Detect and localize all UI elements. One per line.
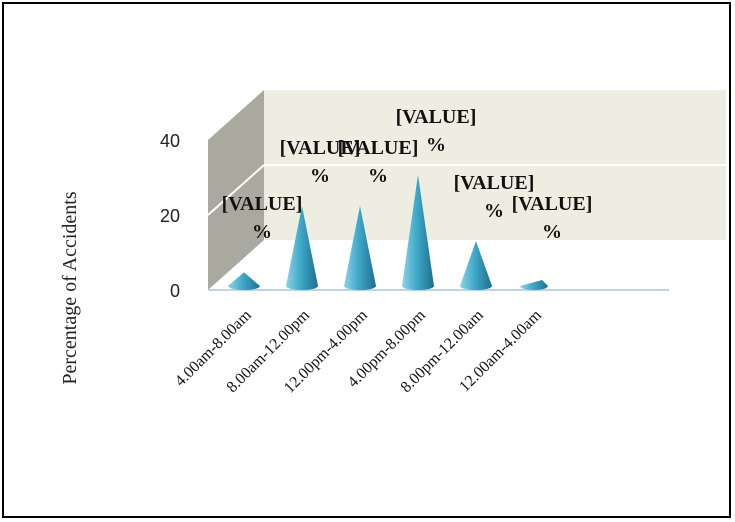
data-labels: [VALUE] %[VALUE] %[VALUE] %[VALUE] %[VALUE]%… bbox=[222, 106, 593, 243]
y-axis-label: Percentage of Accidents bbox=[59, 191, 81, 384]
data-label: [VALUE]% bbox=[222, 193, 303, 243]
data-label: [VALUE]% bbox=[280, 137, 361, 187]
cone-bar bbox=[520, 280, 548, 290]
cone-body bbox=[520, 280, 548, 290]
y-tick-label: 40 bbox=[160, 131, 180, 151]
gridline-side bbox=[207, 164, 265, 216]
cone-bar bbox=[228, 272, 260, 290]
data-label: [VALUE]% bbox=[512, 193, 593, 243]
cone-bar bbox=[460, 241, 492, 290]
cone-body bbox=[228, 272, 260, 290]
cone-body bbox=[402, 174, 434, 290]
data-label: [VALUE]% bbox=[338, 137, 419, 187]
cone-bar bbox=[402, 174, 434, 290]
y-axis-ticks: 0 20 40 bbox=[160, 131, 180, 301]
data-label: [VALUE]% bbox=[396, 106, 477, 156]
y-tick-label: 20 bbox=[160, 206, 180, 226]
gridlines bbox=[207, 164, 726, 216]
x-axis-categories: 4.00am-8.00am8.00am-12.00pm12.00pm-4.00p… bbox=[172, 306, 545, 396]
cone-body bbox=[286, 206, 318, 290]
cone-bar bbox=[344, 206, 376, 290]
cone-bar bbox=[286, 206, 318, 290]
cone-body bbox=[460, 241, 492, 290]
y-tick-label: 0 bbox=[170, 281, 180, 301]
cone-series bbox=[228, 174, 548, 290]
data-label: [VALUE]% bbox=[454, 172, 535, 222]
cone-body bbox=[344, 206, 376, 290]
